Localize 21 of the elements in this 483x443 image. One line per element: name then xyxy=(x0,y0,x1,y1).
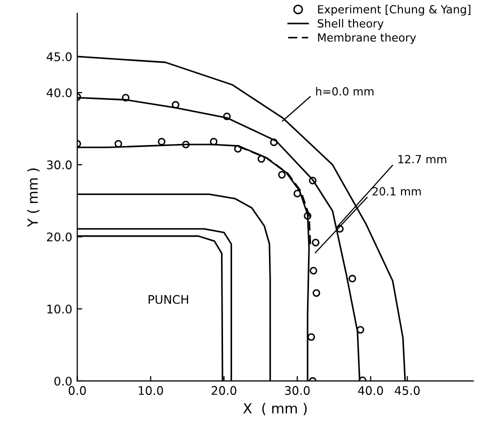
annotation: 12.7 mm xyxy=(398,154,446,164)
legend-label: Shell theory xyxy=(318,18,384,30)
y-tick-label: 0.0 xyxy=(54,376,72,386)
y-tick-label: 10.0 xyxy=(47,304,72,314)
annotation: h=0.0 mm xyxy=(316,86,374,96)
x-axis-title: X ( mm ) xyxy=(243,402,307,416)
x-tick-label: 20.0 xyxy=(212,386,236,395)
x-tick-label: 0.0 xyxy=(68,386,86,395)
legend-label: Experiment [Chung & Yang] xyxy=(318,4,470,16)
y-tick-label: 20.0 xyxy=(47,232,72,242)
y-tick-label: 45.0 xyxy=(46,52,72,62)
x-tick-label: 40.0 xyxy=(358,386,384,395)
x-tick-label: 30.0 xyxy=(285,386,310,395)
annotation: PUNCH xyxy=(148,295,188,304)
x-tick-label: 45.0 xyxy=(394,386,420,395)
annotation: 20.1 mm xyxy=(372,187,421,196)
legend-label: Membrane theory xyxy=(318,33,416,44)
y-axis-title: Y ( mm ) xyxy=(27,168,40,227)
y-tick-label: 40.0 xyxy=(46,88,72,98)
y-tick-label: 30.0 xyxy=(47,160,72,170)
x-tick-label: 10.0 xyxy=(138,386,163,395)
